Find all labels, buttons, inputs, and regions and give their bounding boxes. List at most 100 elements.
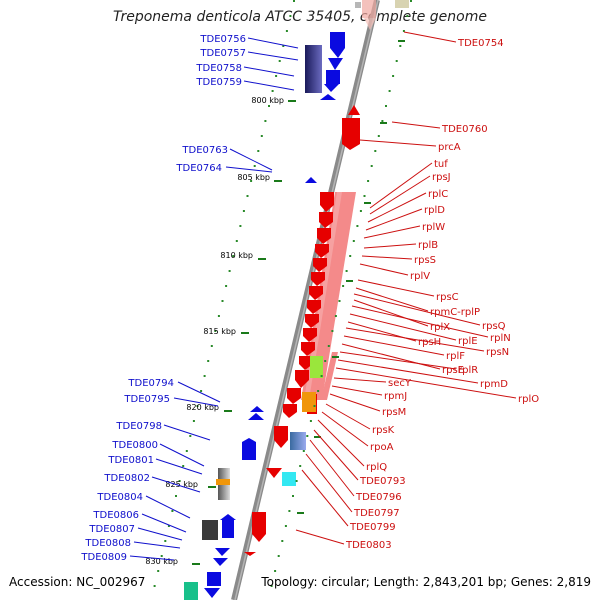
track-dot (352, 240, 355, 242)
track-dot (306, 435, 309, 437)
track-dot (268, 105, 270, 107)
right-gene-labels: TDE0754 TDE0760 prcA tuf rpsJ rplC rplD … (295, 31, 539, 551)
kbp-label: 820 kbp (186, 403, 219, 412)
gene-label-right: rplQ (366, 462, 387, 473)
track-dot (285, 30, 288, 32)
gene-label-right: TDE0754 (457, 38, 504, 49)
track-dot (313, 405, 316, 407)
gene-label-right: TDE0799 (349, 522, 396, 533)
track-dot (189, 435, 192, 437)
kbp-label: 805 kbp (237, 173, 270, 182)
gene-label-right: rpmC-rplP (430, 307, 480, 318)
gene-label-right: TDE0760 (441, 124, 488, 135)
track-dot (402, 30, 405, 32)
track-dot (157, 570, 160, 572)
track-dot (232, 255, 235, 257)
track-dot (178, 480, 181, 482)
reverse-genes-prca (342, 105, 360, 150)
genome-backbone (231, 0, 380, 600)
track-dot (171, 510, 174, 512)
track-dot (334, 315, 337, 317)
track-dot (392, 75, 395, 77)
secy-block (310, 356, 323, 378)
track-dot (385, 105, 387, 107)
gene-label-right: TDE0793 (359, 476, 406, 487)
gene-label-right: rpsE (442, 365, 464, 376)
gene-label-right: rpmJ (384, 391, 407, 402)
gene-label-left: TDE0806 (92, 510, 139, 521)
left-gene-labels: TDE0756 TDE0757 TDE0758 TDE0759 TDE0763 … (80, 34, 299, 563)
forward-genes-lower (184, 438, 256, 600)
track-dot (242, 210, 245, 212)
kbp-label: 830 kbp (145, 557, 178, 566)
track-dot (374, 150, 377, 152)
forward-gene-tde0763 (305, 177, 317, 183)
track-dot (274, 570, 277, 572)
gene-label-right: rpsK (372, 425, 395, 436)
gene-label-right: rplR (458, 365, 478, 376)
gene-label-right: TDE0796 (355, 492, 402, 503)
gene-label-right: rpsJ (432, 172, 451, 183)
track-dot (327, 345, 330, 347)
track-dot (299, 465, 302, 467)
gene-label-right: rpsQ (482, 321, 506, 332)
track-dot (320, 375, 323, 377)
track-dot (182, 465, 185, 467)
track-dot (342, 285, 345, 287)
track-dot (388, 90, 391, 92)
track-dot (235, 240, 238, 242)
track-dot (284, 525, 287, 527)
track-dot (324, 360, 327, 362)
gene-label-right: rplB (418, 240, 438, 251)
track-dot (288, 510, 291, 512)
gene-label-right: rplO (518, 394, 539, 405)
track-dot (359, 210, 362, 212)
track-dot (203, 375, 206, 377)
track-dot (260, 135, 263, 137)
gene-label-right: rplE (458, 336, 478, 347)
track-dot (196, 405, 199, 407)
gene-label-right: rpoA (370, 442, 394, 453)
track-dot (281, 540, 284, 542)
gene-label-left: TDE0763 (181, 145, 228, 156)
track-dot (356, 225, 359, 227)
track-dot (164, 540, 167, 542)
track-dot (225, 285, 228, 287)
gene-label-right: rpsC (436, 292, 459, 303)
gene-label-right: rplC (428, 189, 448, 200)
gene-label-right: rpmD (480, 379, 508, 390)
track-dot (331, 330, 334, 332)
track-dot (185, 450, 188, 452)
track-dot (200, 390, 203, 392)
track-dot (377, 135, 380, 137)
track-dot (367, 180, 370, 182)
track-dot (381, 120, 384, 122)
forward-genes-top (305, 32, 345, 100)
dotted-tracks (153, 0, 412, 587)
top-feature-block (355, 0, 409, 30)
track-dot (302, 450, 305, 452)
gene-label-right: rplN (490, 333, 511, 344)
track-dot (250, 180, 253, 182)
track-dot (246, 195, 249, 197)
gene-label-right: TDE0797 (353, 508, 400, 519)
track-dot (292, 495, 294, 497)
track-dot (214, 330, 217, 332)
gene-label-right: rpsN (486, 347, 509, 358)
gene-label-right: rplD (424, 205, 445, 216)
track-dot (278, 60, 281, 62)
reverse-genes-lower (244, 426, 306, 556)
page-title: Treponema denticola ATCC 35405, complete… (113, 9, 487, 25)
gene-label-left: TDE0808 (84, 538, 131, 549)
track-dot (253, 165, 256, 167)
track-dot (217, 315, 220, 317)
gene-label-left: TDE0798 (115, 421, 162, 432)
kbp-label: 815 kbp (203, 327, 236, 336)
gene-label-left: TDE0759 (195, 77, 242, 88)
gene-label-left: TDE0758 (195, 63, 242, 74)
kbp-label: 810 kbp (220, 251, 253, 260)
gene-label-right: secY (388, 378, 412, 389)
track-dot (295, 480, 298, 482)
track-dot (289, 15, 292, 17)
